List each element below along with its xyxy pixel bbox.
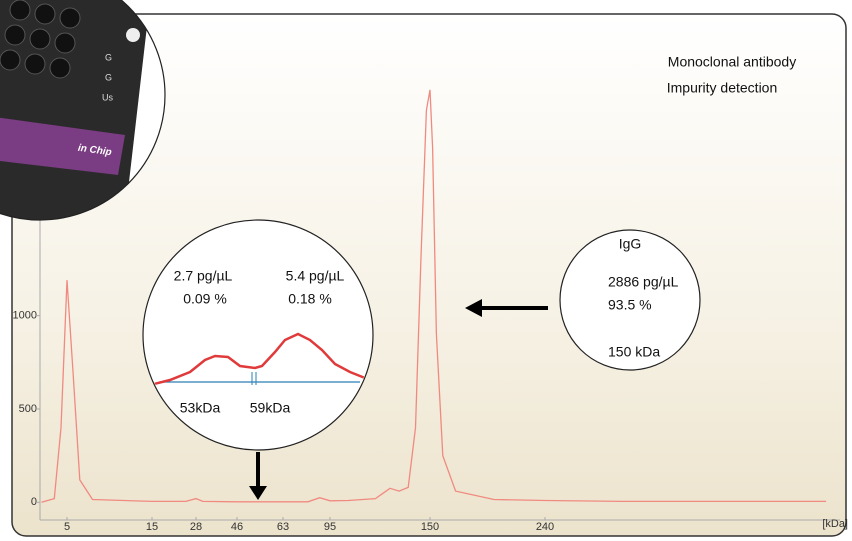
x-tick-label: 95 — [324, 521, 336, 533]
x-axis-label: [kDa] — [822, 518, 848, 530]
annotation: 150 kDa — [608, 344, 660, 360]
annotation: 2886 pg/µL — [608, 274, 679, 290]
annotation: 93.5 % — [608, 297, 652, 313]
annotation: 0.18 % — [288, 291, 332, 307]
annotation: 2.7 pg/µL — [174, 268, 233, 284]
trace — [41, 89, 827, 503]
x-tick-label: 46 — [231, 521, 243, 533]
annotation: Impurity detection — [667, 80, 778, 96]
annotation: 5.4 pg/µL — [286, 268, 345, 284]
x-tick-label: 150 — [421, 521, 439, 533]
zoom-inset: 2.7 pg/µL 0.09 % 5.4 pg/µL 0.18 % 53kDa … — [142, 219, 374, 451]
chip-label: G — [105, 52, 112, 62]
chip-label: in Chip — [77, 143, 112, 159]
x-tick-label: 15 — [146, 521, 158, 533]
y-tick-label: 500 — [19, 403, 37, 415]
annotation: IgG — [619, 236, 642, 252]
chip-label: Us — [102, 92, 113, 102]
annotation: Monoclonal antibody — [668, 54, 796, 70]
y-tick-label: 1000 — [13, 310, 37, 322]
annotation: 59kDa — [250, 400, 291, 416]
annotation: 53kDa — [180, 400, 221, 416]
igg-inset: IgG 2886 pg/µL 93.5 % 150 kDa — [559, 229, 701, 371]
x-tick-label: 63 — [277, 521, 289, 533]
x-tick-label: 28 — [190, 521, 202, 533]
arrow-head — [465, 299, 482, 317]
x-tick-label: 5 — [64, 521, 70, 533]
x-tick-label: 240 — [536, 521, 554, 533]
chip-label: G — [105, 72, 112, 82]
y-tick-label: 0 — [31, 496, 37, 508]
arrow-head — [249, 486, 267, 500]
annotation: 0.09 % — [183, 291, 227, 307]
